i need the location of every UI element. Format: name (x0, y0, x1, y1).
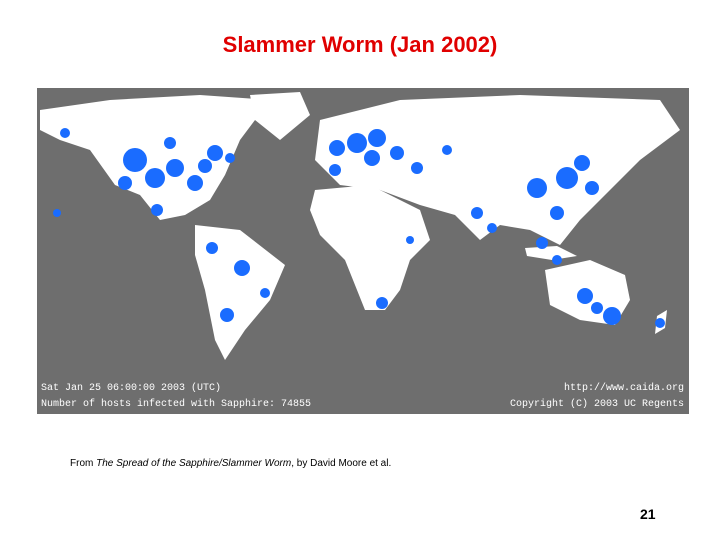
marker (329, 164, 341, 176)
marker (329, 140, 345, 156)
marker (207, 145, 223, 161)
marker (198, 159, 212, 173)
marker (527, 178, 547, 198)
map-timestamp: Sat Jan 25 06:00:00 2003 (UTC) (41, 382, 221, 394)
south-america (195, 225, 285, 360)
caption-source-title: The Spread of the Sapphire/Slammer Worm (96, 458, 292, 469)
marker (471, 207, 483, 219)
map-url: http://www.caida.org (564, 382, 684, 394)
marker (574, 155, 590, 171)
marker (603, 307, 621, 325)
marker (591, 302, 603, 314)
greenland (250, 92, 310, 140)
marker (118, 176, 132, 190)
map-host-count: Number of hosts infected with Sapphire: … (41, 398, 311, 410)
africa (310, 185, 430, 310)
marker (145, 168, 165, 188)
marker (260, 288, 270, 298)
caption-prefix: From (70, 458, 97, 469)
marker (442, 145, 452, 155)
marker (390, 146, 404, 160)
marker (166, 159, 184, 177)
page-number: 21 (640, 506, 656, 522)
marker (151, 204, 163, 216)
map-copyright: Copyright (C) 2003 UC Regents (510, 398, 684, 410)
indonesia (525, 246, 577, 260)
marker (585, 181, 599, 195)
marker (123, 148, 147, 172)
world-map: Sat Jan 25 06:00:00 2003 (UTC) Number of… (37, 88, 689, 414)
north-america (40, 95, 270, 220)
marker (376, 297, 388, 309)
marker (556, 167, 578, 189)
marker (234, 260, 250, 276)
marker (552, 255, 562, 265)
caption: From The Spread of the Sapphire/Slammer … (70, 458, 391, 469)
marker (487, 223, 497, 233)
marker (577, 288, 593, 304)
marker (220, 308, 234, 322)
marker (60, 128, 70, 138)
marker (536, 237, 548, 249)
marker (347, 133, 367, 153)
marker (655, 318, 665, 328)
marker (368, 129, 386, 147)
marker (411, 162, 423, 174)
marker (225, 153, 235, 163)
marker (164, 137, 176, 149)
marker (364, 150, 380, 166)
marker (550, 206, 564, 220)
marker (206, 242, 218, 254)
slide-title: Slammer Worm (Jan 2002) (222, 32, 498, 57)
marker (406, 236, 414, 244)
marker (53, 209, 61, 217)
eurasia (315, 95, 680, 245)
marker (187, 175, 203, 191)
infection-markers (53, 128, 665, 328)
caption-suffix: , by David Moore et al. (291, 458, 392, 469)
